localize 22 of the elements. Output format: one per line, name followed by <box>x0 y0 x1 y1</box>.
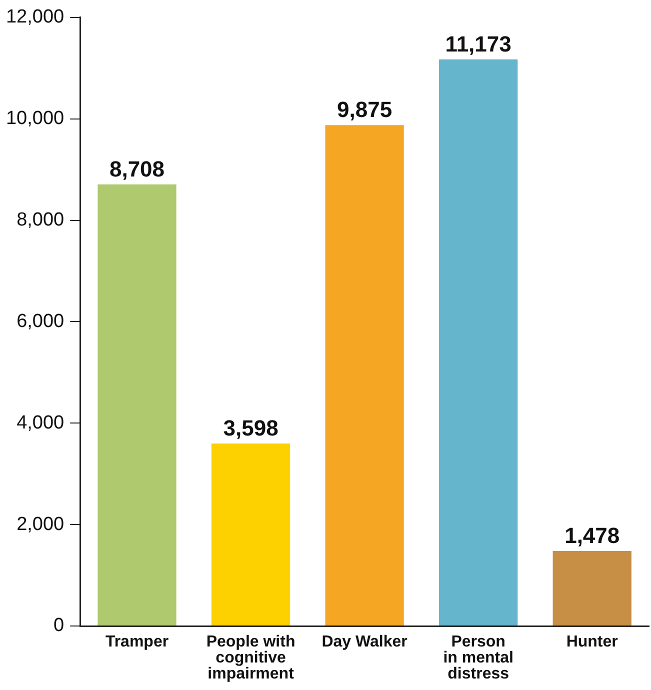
y-tick-label: 0 <box>54 615 64 636</box>
data-label: 8,708 <box>109 156 165 182</box>
bar <box>211 444 290 626</box>
bar <box>98 184 176 626</box>
data-label: 11,173 <box>445 31 512 56</box>
y-tick-label: 12,000 <box>6 6 64 28</box>
y-tick-label: 2,000 <box>16 514 64 535</box>
x-tick-label: People with cognitive impairment <box>206 633 296 682</box>
data-label: 9,875 <box>337 97 392 122</box>
y-tick-label: 4,000 <box>16 412 64 434</box>
bar <box>552 551 632 626</box>
data-label: 1,478 <box>564 523 620 548</box>
x-tick-label: Tramper <box>105 633 169 650</box>
x-tick-label: Hunter <box>566 633 618 650</box>
bar <box>439 59 518 626</box>
y-tick-label: 8,000 <box>16 210 64 230</box>
x-tick-label: Person in mental distress <box>443 633 514 682</box>
x-tick-label: Day Walker <box>322 633 408 650</box>
y-tick-label: 6,000 <box>16 310 64 332</box>
data-label: 3,598 <box>223 416 278 441</box>
bar <box>325 125 404 626</box>
y-tick-label: 10,000 <box>6 108 64 130</box>
